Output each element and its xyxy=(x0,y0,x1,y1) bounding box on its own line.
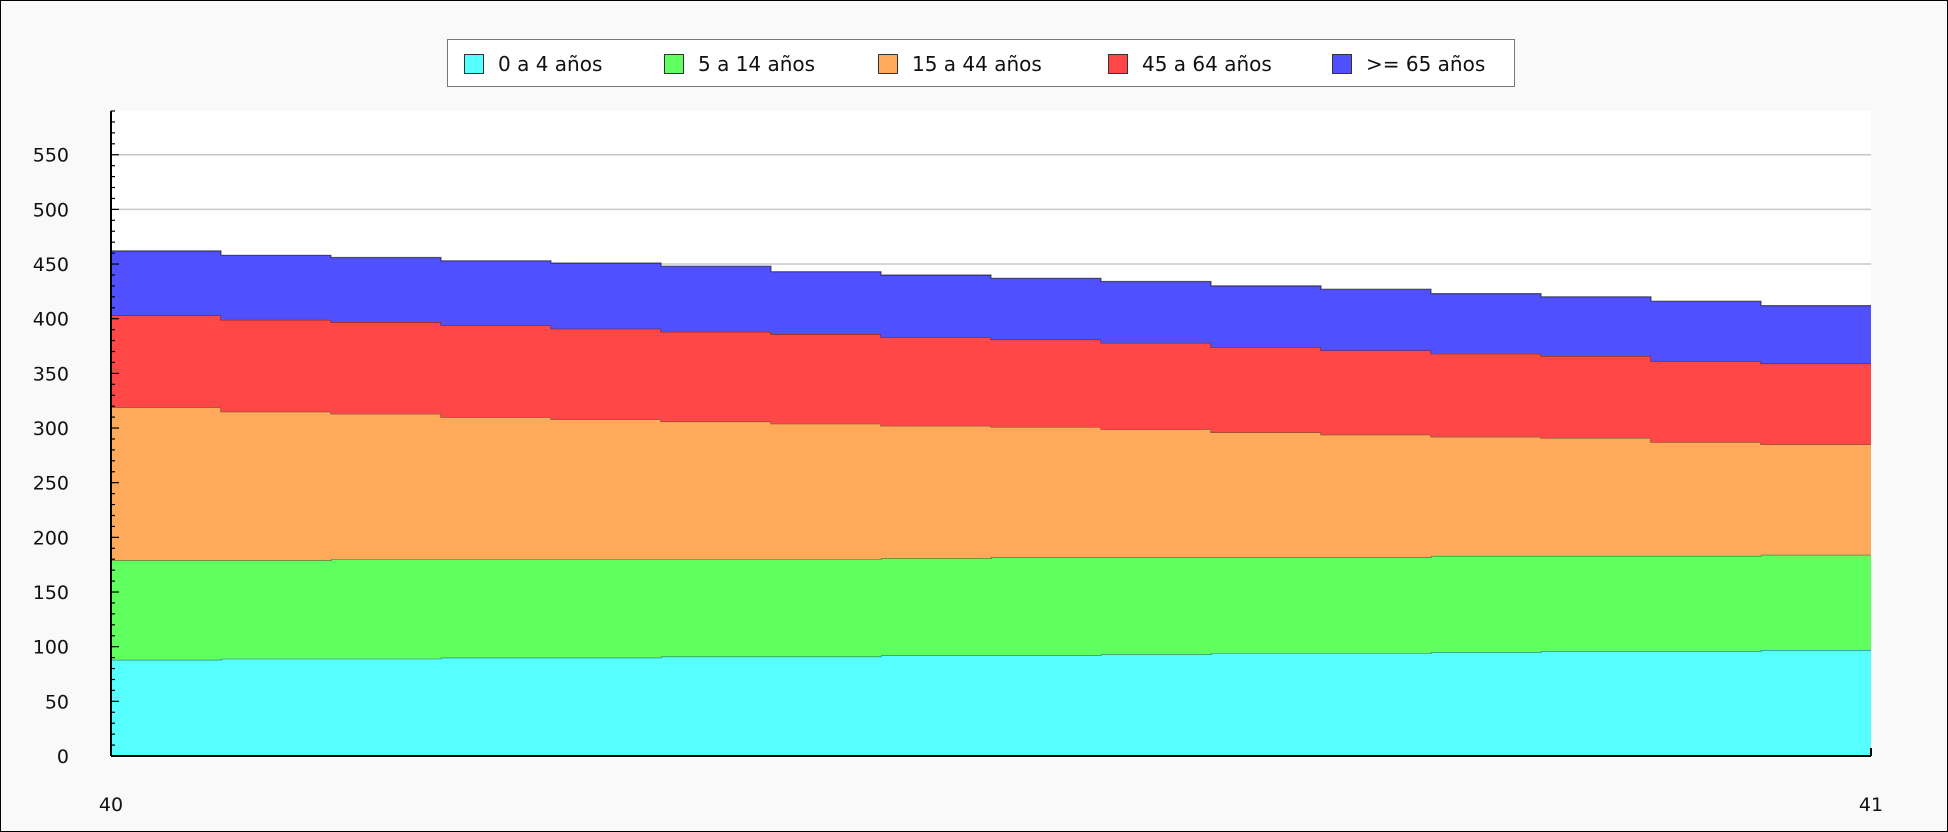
legend-swatch-green xyxy=(664,54,684,74)
y-tick-label: 150 xyxy=(33,582,69,604)
y-tick-label: 400 xyxy=(33,309,69,331)
y-tick-label: 50 xyxy=(45,691,69,713)
area-series-0 xyxy=(111,650,1871,756)
area-series-1 xyxy=(111,554,1871,660)
legend-swatch-red xyxy=(1108,54,1128,74)
y-tick-label: 0 xyxy=(57,746,69,768)
legend-item-65-plus: >= 65 años xyxy=(1332,52,1485,76)
x-tick-label: 40 xyxy=(99,794,123,816)
chart-legend: 0 a 4 años 5 a 14 años 15 a 44 años 45 a… xyxy=(447,39,1515,87)
legend-label: 15 a 44 años xyxy=(912,52,1042,76)
y-tick-label: 350 xyxy=(33,363,69,385)
y-tick-label: 200 xyxy=(33,527,69,549)
area-edge-4 xyxy=(111,250,1871,307)
legend-item-0-a-4: 0 a 4 años xyxy=(464,52,602,76)
y-tick-label: 550 xyxy=(33,145,69,167)
y-tick-label: 250 xyxy=(33,473,69,495)
legend-item-45-a-64: 45 a 64 años xyxy=(1108,52,1272,76)
area-series-2 xyxy=(111,407,1871,561)
legend-item-5-a-14: 5 a 14 años xyxy=(664,52,815,76)
legend-label: 0 a 4 años xyxy=(498,52,603,76)
legend-label: 5 a 14 años xyxy=(698,52,816,76)
legend-swatch-orange xyxy=(878,54,898,74)
legend-swatch-cyan xyxy=(464,54,484,74)
x-tick-label: 41 xyxy=(1859,794,1883,816)
legend-label: 45 a 64 años xyxy=(1142,52,1272,76)
legend-item-15-a-44: 15 a 44 años xyxy=(878,52,1042,76)
y-tick-label: 100 xyxy=(33,637,69,659)
y-tick-label: 300 xyxy=(33,418,69,440)
area-series-4 xyxy=(111,250,1871,364)
legend-swatch-blue xyxy=(1332,54,1352,74)
y-tick-label: 450 xyxy=(33,254,69,276)
legend-label: >= 65 años xyxy=(1366,52,1486,76)
y-tick-label: 500 xyxy=(33,199,69,221)
area-series-3 xyxy=(111,315,1871,445)
